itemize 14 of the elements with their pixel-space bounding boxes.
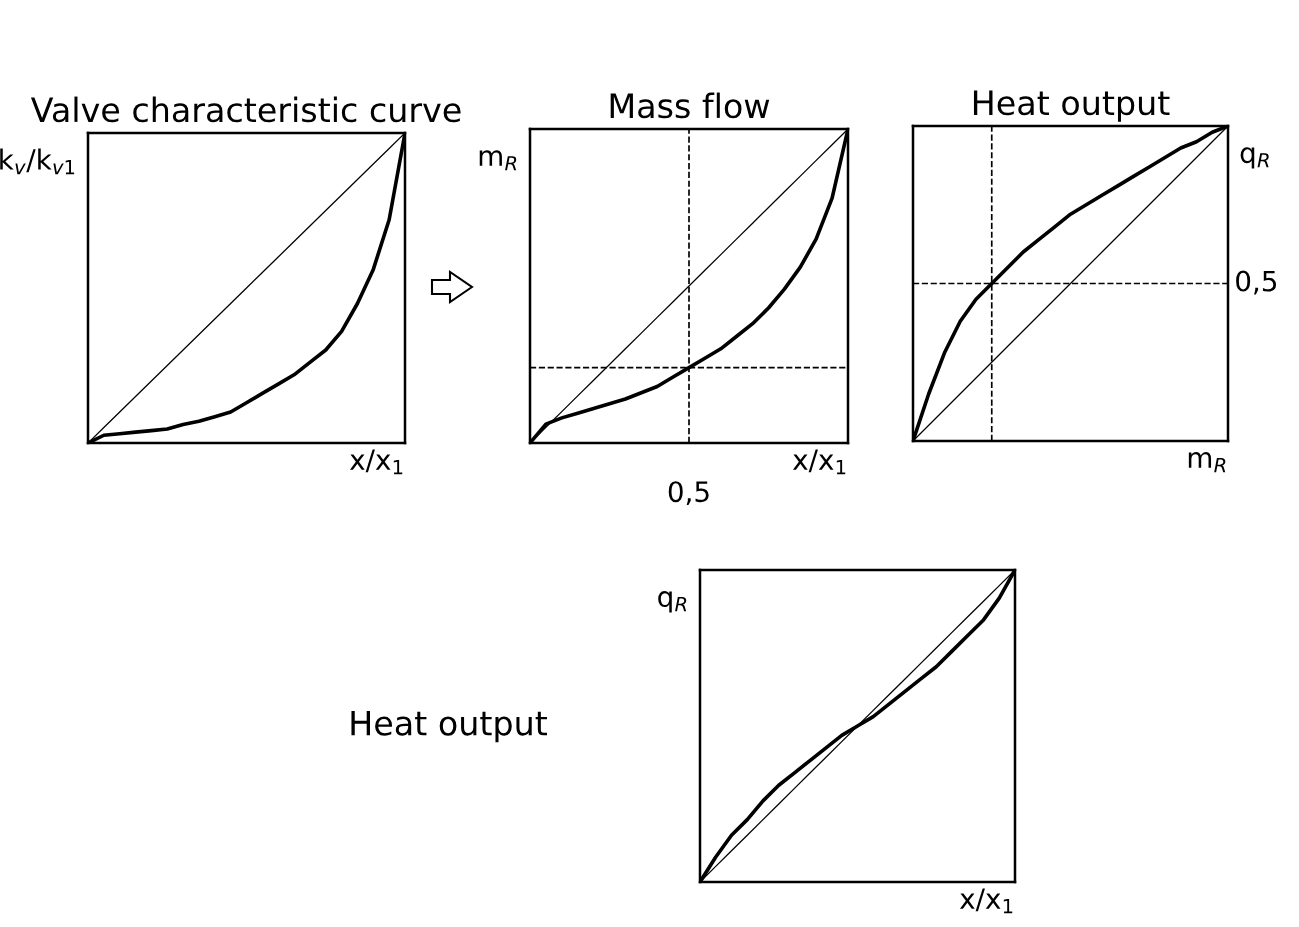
text: 0,5 (668, 481, 709, 506)
y-axis-title: q$_{R}$ (658, 591, 687, 613)
y-axis-title: q$_{R}$ (1240, 147, 1269, 169)
chart-title: Heat output (973, 90, 1170, 122)
text: Heat output (351, 710, 548, 743)
chart-title: Valve characteristic curve (30, 96, 461, 123)
x-axis-title: x/x$_{1}$ (349, 449, 403, 475)
y-axis-title: m$_{R}$ (479, 150, 517, 171)
chart-title: Mass flow (610, 92, 770, 119)
x-axis-title: x/x$_{1}$ (959, 888, 1013, 914)
x-axis-title: x/x$_{1}$ (792, 449, 846, 475)
y-axis-title: k$_{v}$/k$_{v1}$ (0, 148, 75, 175)
ref-line-label: 0,5 (1236, 270, 1277, 295)
x-axis-title: m$_{R}$ (1188, 452, 1226, 473)
